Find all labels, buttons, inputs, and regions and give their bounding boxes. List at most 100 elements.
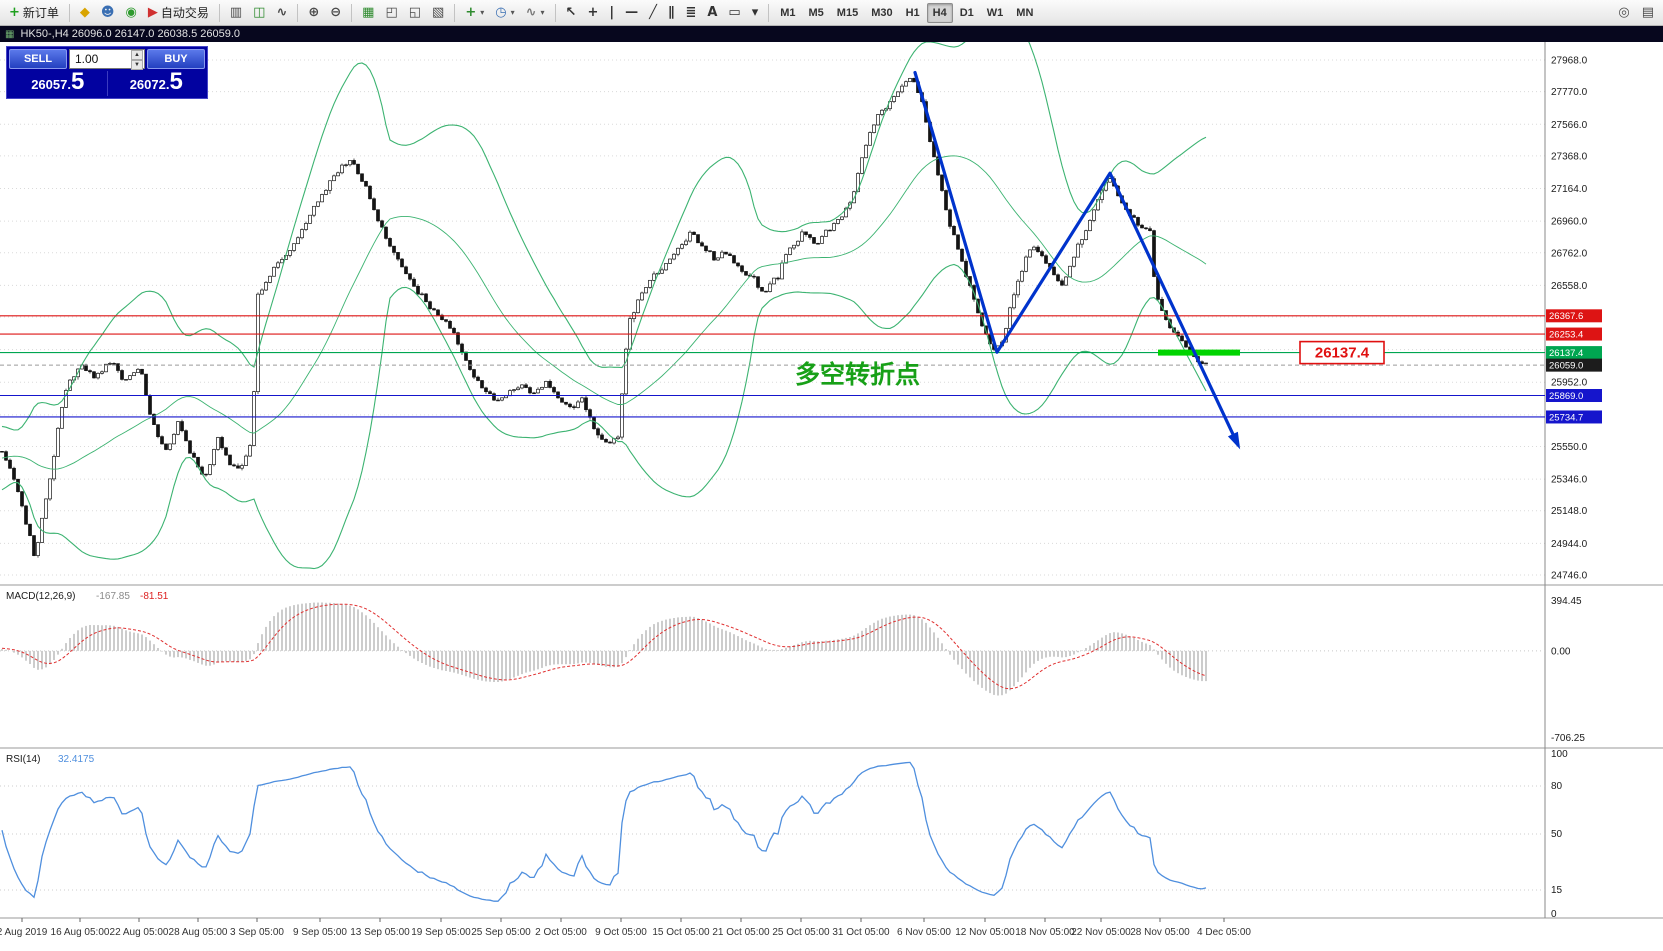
timeframe-m1-button[interactable]: M1 <box>780 6 796 19</box>
market-watch-icon-icon: ◆ <box>79 5 90 20</box>
cascade-windows-icon: ◰ <box>385 5 398 20</box>
annotation-text[interactable]: 多空转折点 <box>795 360 920 389</box>
chevron-down-icon: ▾ <box>540 8 545 17</box>
label-tool-button[interactable]: ▭ <box>723 2 745 24</box>
buy-button[interactable]: BUY <box>147 49 205 69</box>
vertical-line-tool-button[interactable]: | <box>604 2 619 24</box>
volume-spinner[interactable]: ▲ ▼ <box>131 50 143 70</box>
sell-price[interactable]: 26057.5 <box>31 68 85 95</box>
svg-text:27770.0: 27770.0 <box>1551 87 1588 98</box>
channel-tool-button[interactable]: ∥ <box>663 2 680 24</box>
text-tool-button[interactable]: A <box>702 2 722 24</box>
svg-text:26137.4: 26137.4 <box>1549 348 1583 359</box>
indicators-icon: ∿ <box>525 5 537 20</box>
period-selector-icon: ◷ <box>495 5 507 20</box>
price-callout[interactable]: 26137.4 <box>1299 340 1385 365</box>
tile-windows-button[interactable]: ▦ <box>357 2 379 24</box>
resistance-line-1-tag <box>1546 309 1602 323</box>
svg-text:22 Aug 05:00: 22 Aug 05:00 <box>110 927 169 938</box>
search-button[interactable]: ◎ <box>1613 2 1634 24</box>
svg-text:2 Oct 05:00: 2 Oct 05:00 <box>535 927 587 938</box>
toolbar-separator <box>768 3 770 22</box>
svg-text:31 Oct 05:00: 31 Oct 05:00 <box>832 927 890 938</box>
svg-text:0: 0 <box>1551 909 1557 920</box>
new-order-button[interactable]: + 新订单 <box>4 2 64 24</box>
svg-text:25 Sep 05:00: 25 Sep 05:00 <box>471 927 531 938</box>
cursor-tool-icon: ↖ <box>565 5 577 20</box>
timeframe-h4-button[interactable]: H4 <box>926 2 953 23</box>
svg-text:RSI(14): RSI(14) <box>6 754 40 765</box>
chevron-down-icon: ▾ <box>480 8 485 17</box>
timeframe-m30-button[interactable]: M30 <box>871 6 893 19</box>
horizontal-line-tool-button[interactable]: — <box>620 2 643 24</box>
price-divider <box>106 71 108 96</box>
zoom-out-icon: ⊖ <box>330 5 342 20</box>
period-selector-button[interactable]: ◷ ▾ <box>490 2 519 24</box>
last-price-line-tag <box>1546 358 1602 372</box>
auto-trading-icon: ▶ <box>147 5 158 20</box>
zoom-in-button[interactable]: ⊕ <box>303 2 324 24</box>
indicators-button[interactable]: ∿ ▾ <box>521 2 550 24</box>
chevron-down-icon: ▾ <box>510 8 515 17</box>
chart-area[interactable]: 27968.0 27770.0 27566.0 27368.0 27164.0 26960… <box>0 42 1663 951</box>
svg-text:25148.0: 25148.0 <box>1551 506 1588 517</box>
svg-text:6 Nov 05:00: 6 Nov 05:00 <box>897 927 951 938</box>
timeframe-h1-button[interactable]: H1 <box>905 6 920 19</box>
sell-button[interactable]: SELL <box>9 49 67 69</box>
trend-zigzag[interactable] <box>913 70 1240 447</box>
data-window-button[interactable]: ▤ <box>1637 2 1659 24</box>
zoom-in-icon: ⊕ <box>308 5 320 20</box>
fibonacci-tool-button[interactable]: ≣ <box>680 2 701 24</box>
shapes-tool-icon: ▾ <box>751 5 759 20</box>
market-watch-icon-button[interactable]: ◆ <box>75 2 95 24</box>
svg-text:MACD(12,26,9): MACD(12,26,9) <box>6 591 75 602</box>
cursor-tool-button[interactable]: ↖ <box>561 2 582 24</box>
price-axis[interactable]: 27968.0 27770.0 27566.0 27368.0 27164.0 26960… <box>1551 56 1588 582</box>
svg-text:28 Aug 05:00: 28 Aug 05:00 <box>169 927 228 938</box>
timeframe-w1-button[interactable]: W1 <box>986 6 1004 19</box>
svg-text:24944.0: 24944.0 <box>1551 539 1588 550</box>
auto-trading-button[interactable]: ▶ 自动交易 <box>143 2 214 24</box>
price-grid <box>0 59 1545 576</box>
chart-title-bar[interactable]: ▦ HK50-,H4 26096.0 26147.0 26038.5 26059… <box>0 26 1663 42</box>
volume-input[interactable]: 1.00 ▲ ▼ <box>69 49 145 70</box>
bar-chart-type-button[interactable]: ▥ <box>225 2 247 24</box>
trend-arrow-head <box>1227 431 1241 450</box>
svg-text:100: 100 <box>1551 749 1568 760</box>
svg-text:27566.0: 27566.0 <box>1551 120 1588 131</box>
line-chart-type-button[interactable]: ∿ <box>271 2 292 24</box>
time-axis[interactable]: 2 Aug 2019 16 Aug 05:00 22 Aug 05:00 28 Aug… <box>0 918 1251 938</box>
candlestick-type-button[interactable]: ◫ <box>248 2 270 24</box>
cascade-windows-button[interactable]: ◰ <box>380 2 402 24</box>
shapes-tool-button[interactable]: ▾ <box>747 2 764 24</box>
zoom-out-button[interactable]: ⊖ <box>325 2 346 24</box>
timeframe-d1-button[interactable]: D1 <box>959 6 974 19</box>
community-icon-button[interactable]: ◉ <box>120 2 141 24</box>
highlight-segment[interactable] <box>1158 349 1240 356</box>
svg-text:12 Nov 05:00: 12 Nov 05:00 <box>955 927 1015 938</box>
data-window-icon: ▤ <box>1641 5 1654 20</box>
crosshair-tool-button[interactable]: + <box>582 2 603 24</box>
tile-vertical-icon: ◱ <box>408 5 422 20</box>
svg-text:80: 80 <box>1551 781 1563 792</box>
buy-price[interactable]: 26072.5 <box>129 68 183 95</box>
channel-tool-icon: ∥ <box>667 5 675 20</box>
svg-text:25734.7: 25734.7 <box>1549 412 1583 423</box>
trendline-tool-button[interactable]: ╱ <box>644 2 662 24</box>
toolbar-separator <box>554 3 556 22</box>
svg-text:0.00: 0.00 <box>1551 646 1571 657</box>
svg-text:25346.0: 25346.0 <box>1551 475 1588 486</box>
chart-background <box>0 42 1663 951</box>
support-line-2-tag <box>1546 410 1602 424</box>
timeframe-m5-button[interactable]: M5 <box>808 6 824 19</box>
toolbar-right-group: ◎ ▤ <box>1613 2 1659 24</box>
tile-vertical-button[interactable]: ◱ <box>404 2 426 24</box>
new-chart-button[interactable]: + ▾ <box>460 2 489 24</box>
auto-trading-button-label: 自动交易 <box>160 6 209 20</box>
svg-text:15 Oct 05:00: 15 Oct 05:00 <box>652 927 710 938</box>
accounts-icon-button[interactable]: ☻ <box>96 2 120 24</box>
timeframe-m15-button[interactable]: M15 <box>836 6 859 19</box>
timeframe-mn-button[interactable]: MN <box>1016 6 1034 19</box>
one-click-trading-panel: SELL 1.00 ▲ ▼ BUY 26057.5 26072.5 <box>6 46 208 99</box>
profile-button[interactable]: ▧ <box>427 2 449 24</box>
